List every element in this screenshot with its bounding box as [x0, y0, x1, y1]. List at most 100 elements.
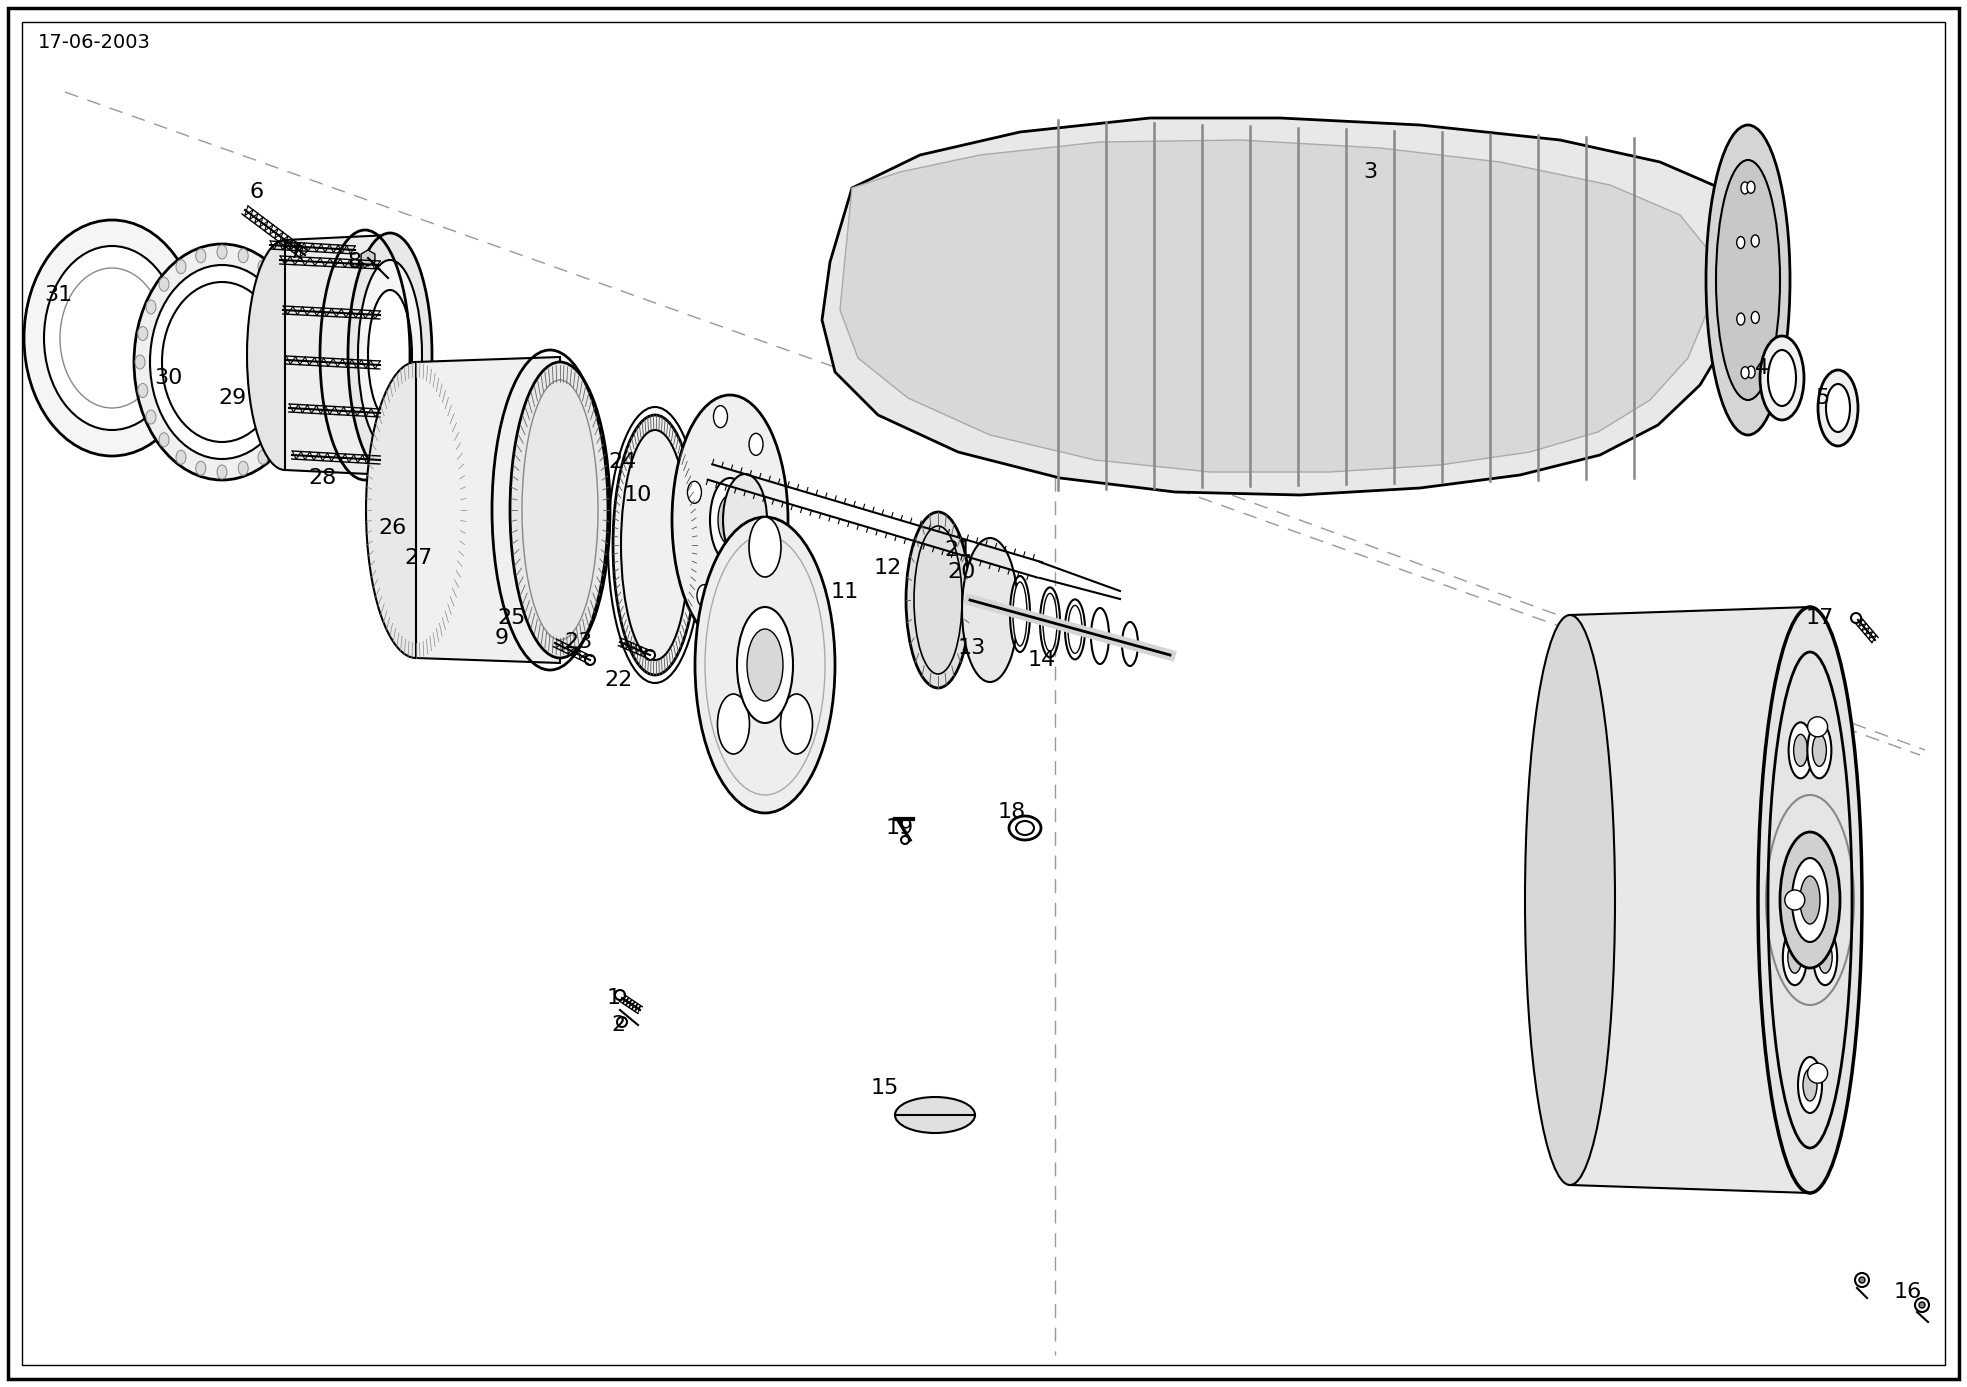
Ellipse shape — [1818, 370, 1859, 447]
Polygon shape — [822, 118, 1749, 495]
Circle shape — [1808, 1064, 1827, 1083]
Ellipse shape — [1788, 723, 1814, 778]
Ellipse shape — [1818, 942, 1831, 974]
Ellipse shape — [714, 405, 728, 427]
Circle shape — [1851, 613, 1861, 623]
Text: 27: 27 — [403, 548, 433, 569]
Ellipse shape — [287, 300, 299, 313]
Ellipse shape — [1751, 234, 1758, 247]
Polygon shape — [285, 234, 389, 474]
Text: 12: 12 — [873, 558, 903, 578]
Ellipse shape — [138, 383, 148, 398]
Ellipse shape — [1782, 929, 1808, 985]
Text: 13: 13 — [958, 638, 985, 657]
Ellipse shape — [962, 538, 1019, 682]
Ellipse shape — [275, 433, 285, 447]
Ellipse shape — [216, 465, 226, 479]
Circle shape — [1784, 890, 1806, 910]
Text: 11: 11 — [830, 583, 860, 602]
Text: 8: 8 — [348, 252, 362, 272]
Circle shape — [1808, 717, 1827, 736]
Ellipse shape — [895, 1097, 976, 1133]
Ellipse shape — [238, 248, 248, 262]
Ellipse shape — [1812, 734, 1827, 767]
Ellipse shape — [24, 221, 201, 456]
Circle shape — [616, 990, 626, 1000]
Ellipse shape — [718, 495, 742, 545]
Text: 30: 30 — [153, 368, 183, 388]
Text: 3: 3 — [1363, 162, 1377, 182]
Polygon shape — [362, 250, 376, 266]
Ellipse shape — [614, 415, 696, 675]
Ellipse shape — [710, 479, 749, 562]
Ellipse shape — [1825, 384, 1851, 431]
Ellipse shape — [175, 259, 187, 273]
Ellipse shape — [1747, 366, 1755, 379]
Ellipse shape — [197, 248, 207, 262]
Ellipse shape — [1741, 182, 1749, 194]
Text: 24: 24 — [608, 452, 635, 472]
Ellipse shape — [1068, 605, 1082, 653]
Ellipse shape — [175, 451, 187, 465]
Ellipse shape — [146, 300, 155, 313]
Ellipse shape — [146, 411, 155, 424]
Ellipse shape — [1760, 336, 1804, 420]
Ellipse shape — [1780, 832, 1839, 968]
Ellipse shape — [749, 517, 781, 577]
Text: 14: 14 — [1029, 651, 1056, 670]
Circle shape — [1859, 1277, 1865, 1283]
Text: 16: 16 — [1894, 1282, 1922, 1302]
Text: 9: 9 — [496, 628, 509, 648]
Text: 23: 23 — [565, 632, 592, 652]
Ellipse shape — [1043, 594, 1056, 652]
Text: 22: 22 — [604, 670, 631, 689]
Circle shape — [618, 1017, 627, 1026]
Ellipse shape — [275, 277, 285, 291]
Text: 21: 21 — [944, 540, 972, 560]
Ellipse shape — [43, 245, 181, 430]
Ellipse shape — [299, 355, 309, 369]
Ellipse shape — [1768, 350, 1796, 406]
Text: 5: 5 — [1816, 388, 1829, 408]
Ellipse shape — [1524, 614, 1615, 1184]
Ellipse shape — [258, 259, 268, 273]
Ellipse shape — [358, 259, 423, 449]
Circle shape — [645, 651, 655, 660]
Ellipse shape — [1794, 734, 1808, 767]
Ellipse shape — [159, 277, 169, 291]
Ellipse shape — [694, 517, 836, 813]
Ellipse shape — [1804, 1069, 1818, 1101]
Circle shape — [584, 655, 594, 664]
Ellipse shape — [1798, 1057, 1821, 1112]
Text: 1: 1 — [608, 988, 622, 1008]
Ellipse shape — [216, 245, 226, 259]
Ellipse shape — [696, 585, 710, 606]
Ellipse shape — [197, 462, 207, 476]
Ellipse shape — [136, 355, 146, 369]
Ellipse shape — [348, 233, 433, 477]
Ellipse shape — [1737, 237, 1745, 248]
Text: 19: 19 — [885, 818, 915, 838]
Ellipse shape — [1013, 583, 1027, 646]
Text: 7: 7 — [287, 241, 303, 262]
Circle shape — [901, 836, 909, 845]
Ellipse shape — [1758, 608, 1863, 1193]
Ellipse shape — [907, 512, 970, 688]
Text: 18: 18 — [997, 802, 1027, 822]
Ellipse shape — [1017, 821, 1035, 835]
Ellipse shape — [1814, 929, 1837, 985]
Ellipse shape — [159, 433, 169, 447]
Ellipse shape — [1788, 942, 1802, 974]
Text: 25: 25 — [498, 608, 527, 628]
Ellipse shape — [1741, 366, 1749, 379]
Ellipse shape — [297, 383, 307, 398]
Text: 4: 4 — [1755, 358, 1768, 379]
Text: 29: 29 — [218, 388, 246, 408]
Ellipse shape — [718, 694, 749, 755]
Text: 28: 28 — [309, 467, 336, 488]
Text: 15: 15 — [871, 1078, 899, 1099]
Text: 2: 2 — [612, 1015, 626, 1035]
Polygon shape — [415, 356, 561, 663]
Ellipse shape — [509, 362, 610, 657]
Text: 10: 10 — [624, 485, 653, 505]
